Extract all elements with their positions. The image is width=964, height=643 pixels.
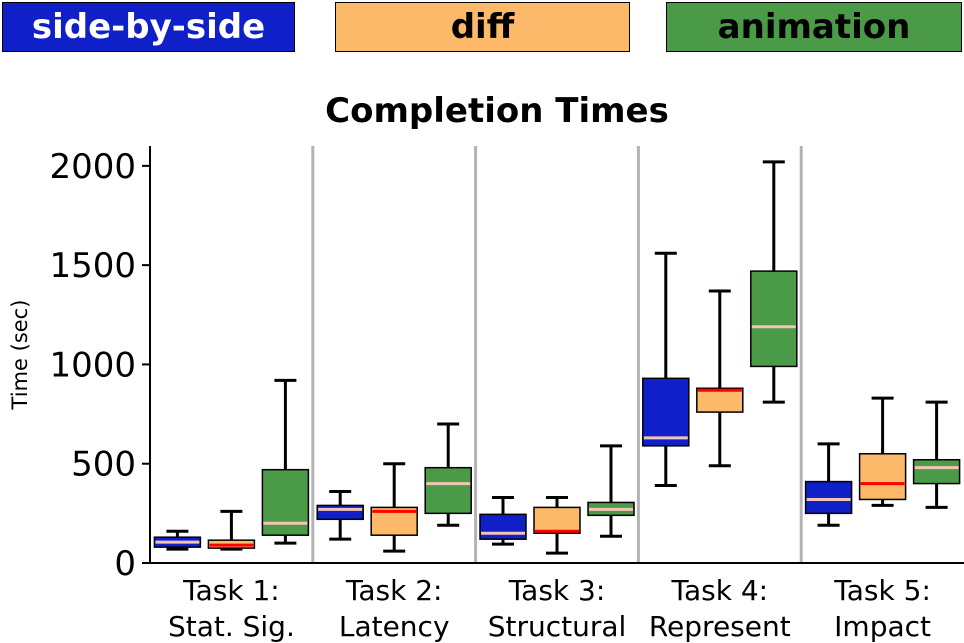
box-animation [750, 270, 798, 368]
box-side-by-side [804, 480, 853, 515]
box-animation [424, 466, 472, 515]
box-animation [912, 458, 961, 485]
box-side-by-side [642, 377, 690, 447]
chart-title: Completion Times [325, 91, 669, 131]
y-tick-label: 500 [71, 445, 136, 485]
box-side-by-side [316, 504, 364, 521]
y-tick-label: 1000 [49, 345, 136, 385]
x-tick-label: Represent [649, 610, 791, 643]
x-tick-label: Latency [339, 610, 450, 643]
y-tick-label: 2000 [49, 147, 136, 187]
box-animation [261, 468, 310, 536]
x-tick-label: Stat. Sig. [168, 610, 295, 643]
x-tick-label: Task 3: [508, 574, 606, 607]
x-tick-label: Task 1: [182, 574, 280, 607]
y-tick-label: 0 [114, 544, 136, 584]
box-diff [533, 506, 581, 534]
box-diff [696, 387, 744, 413]
legend-side-by-side: side-by-side [2, 2, 295, 52]
box-side-by-side [479, 513, 527, 540]
x-tick-label: Task 4: [671, 574, 769, 607]
legend-animation: animation [666, 2, 962, 52]
y-tick-label: 1500 [49, 246, 136, 286]
x-tick-label: Structural [488, 610, 627, 643]
x-tick-label: Task 2: [345, 574, 443, 607]
box-diff [858, 453, 907, 501]
y-axis-label: Time (sec) [8, 300, 32, 411]
legend-diff: diff [335, 2, 630, 52]
x-tick-label: Impact [834, 610, 931, 643]
x-tick-label: Task 5: [833, 574, 931, 607]
